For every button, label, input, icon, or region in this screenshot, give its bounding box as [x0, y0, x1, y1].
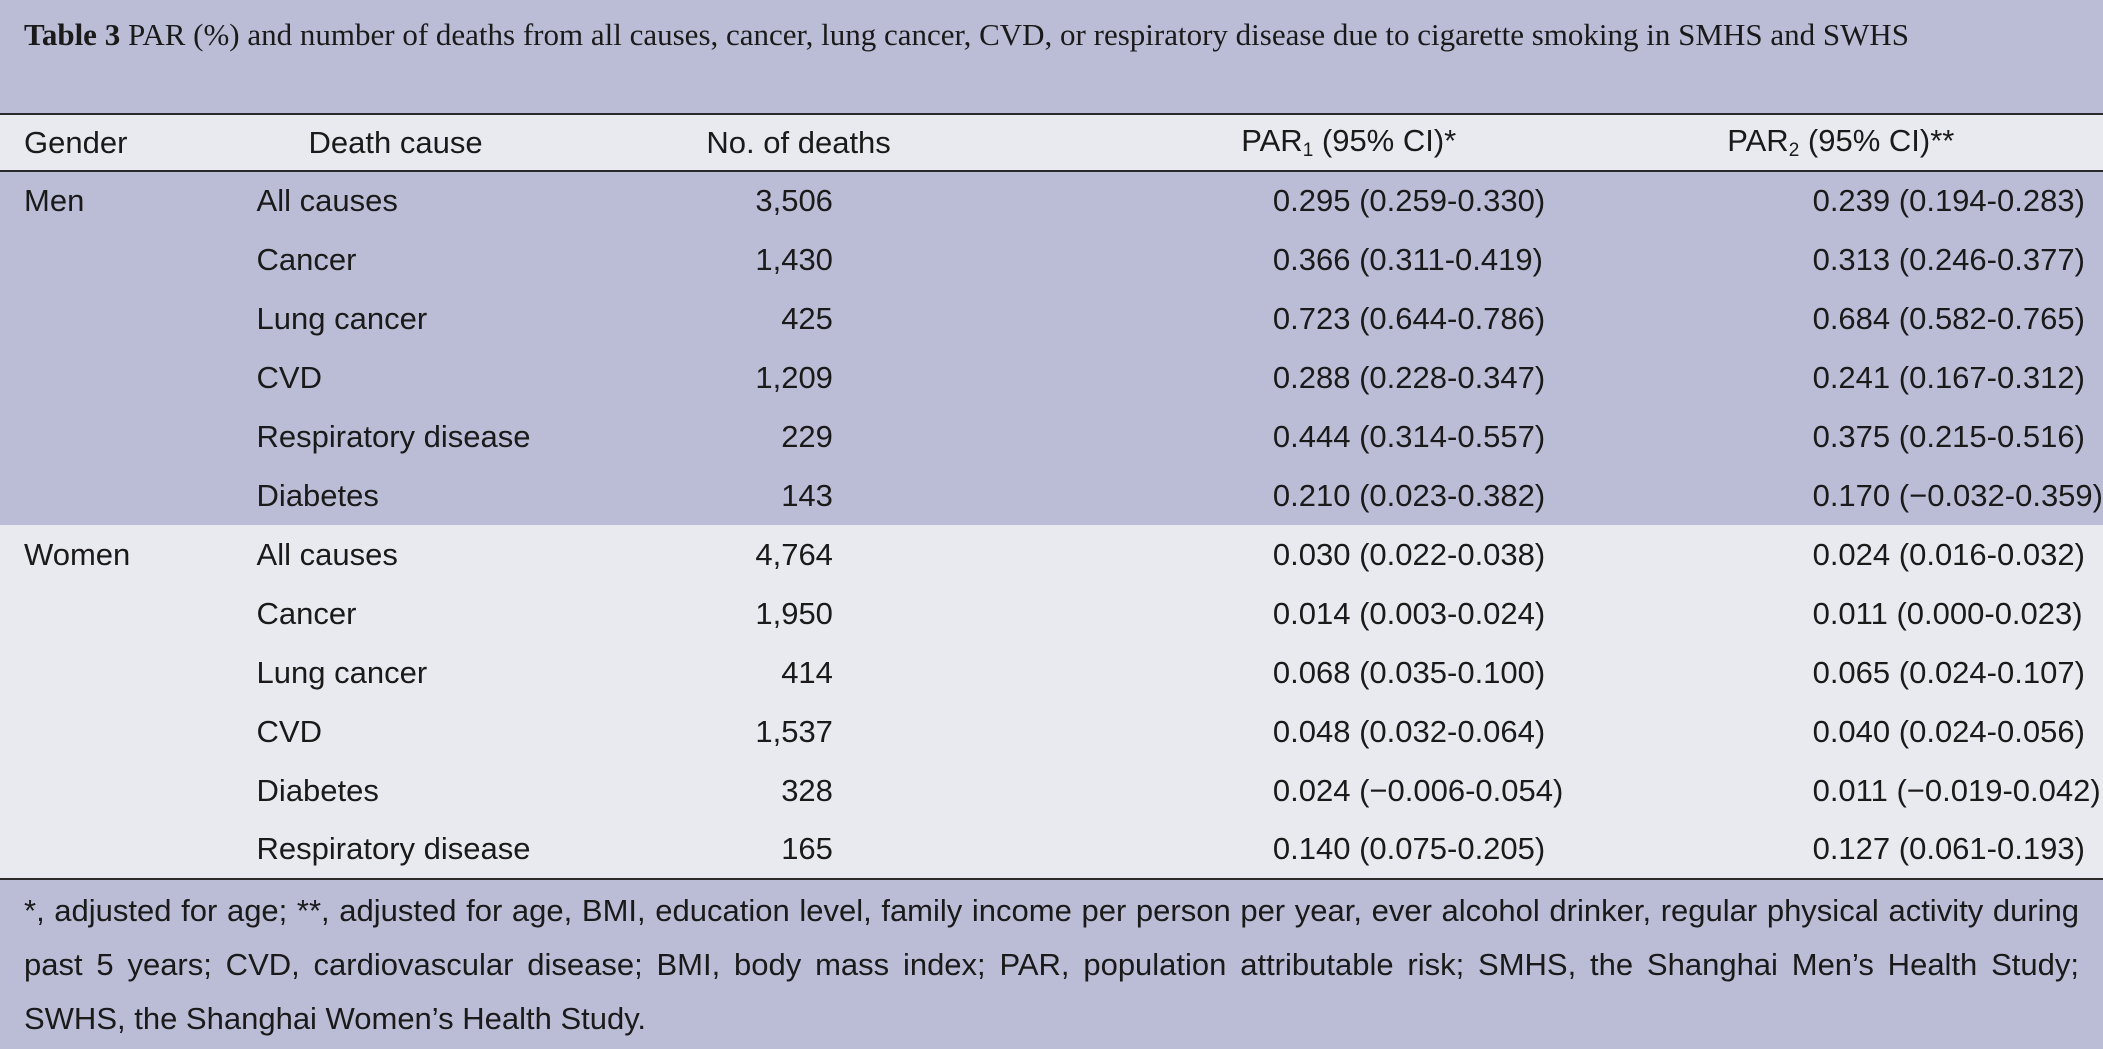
table-row: Lung cancer 425 0.723 (0.644-0.786) 0.684 (…	[0, 289, 2103, 348]
par2-subscript: 2	[1788, 140, 1800, 161]
header-par1: PAR1 (95% CI)*	[1019, 114, 1679, 171]
table-row: Lung cancer 414 0.068 (0.035-0.100) 0.065 (…	[0, 643, 2103, 702]
par1-subscript: 1	[1302, 140, 1314, 161]
par2-cell: 0.170 (−0.032-0.359)	[1812, 477, 2103, 513]
par2-ci-label: (95% CI)**	[1799, 123, 1955, 158]
par2-cell: 0.375 (0.215-0.516)	[1812, 418, 2085, 454]
par1-cell: 0.288 (0.228-0.347)	[1272, 359, 1546, 395]
par1-cell: 0.030 (0.022-0.038)	[1272, 536, 1546, 572]
death-cause-cell: Lung cancer	[256, 300, 428, 336]
gender-cell	[0, 643, 255, 702]
table-row: Cancer 1,950 0.014 (0.003-0.024) 0.011 (0.0…	[0, 584, 2103, 643]
par1-label: PAR	[1241, 123, 1303, 158]
death-cause-cell: Cancer	[256, 595, 357, 631]
table-row: Respiratory disease 165 0.140 (0.075-0.205…	[0, 820, 2103, 879]
deaths-cell: 1,537	[755, 713, 833, 749]
header-row: Gender Death cause No. of deaths PAR1 (9…	[0, 114, 2103, 171]
table-row: Women All causes 4,764 0.030 (0.022-0.038) 0…	[0, 525, 2103, 584]
par2-cell: 0.684 (0.582-0.765)	[1812, 300, 2085, 336]
table-label: Table 3	[24, 17, 121, 52]
table-footnote: *, adjusted for age; **, adjusted for ag…	[24, 893, 2079, 1036]
deaths-cell: 3,506	[755, 183, 833, 218]
gender-cell: Men	[24, 183, 85, 218]
deaths-cell: 1,209	[755, 359, 833, 395]
par1-cell: 0.366 (0.311-0.419)	[1272, 241, 1543, 277]
men-group: Men All causes 3,506 0.295 (0.259-0.330) 0.2…	[0, 171, 2103, 525]
gender-cell	[0, 407, 255, 466]
gender-cell	[0, 348, 255, 407]
gender-cell	[0, 761, 255, 820]
par2-cell: 0.127 (0.061-0.193)	[1812, 831, 2085, 866]
par1-cell: 0.014 (0.003-0.024)	[1272, 595, 1546, 631]
table-row: Men All causes 3,506 0.295 (0.259-0.330) 0.2…	[0, 171, 2103, 230]
gender-cell	[0, 289, 255, 348]
par1-cell: 0.723 (0.644-0.786)	[1272, 300, 1546, 336]
par1-cell: 0.140 (0.075-0.205)	[1272, 831, 1546, 866]
death-cause-cell: All causes	[256, 183, 398, 218]
par1-cell: 0.295 (0.259-0.330)	[1272, 183, 1546, 218]
gender-cell	[0, 702, 255, 761]
death-cause-cell: Diabetes	[256, 772, 379, 808]
par1-cell: 0.068 (0.035-0.100)	[1272, 654, 1546, 690]
table-row: Diabetes 328 0.024 (−0.006-0.054) 0.011 (−0…	[0, 761, 2103, 820]
par2-cell: 0.024 (0.016-0.032)	[1812, 536, 2085, 572]
gender-cell	[0, 584, 255, 643]
table-row: Cancer 1,430 0.366 (0.311-0.419) 0.313 (0.2…	[0, 230, 2103, 289]
deaths-cell: 165	[781, 831, 833, 866]
deaths-cell: 328	[781, 772, 833, 808]
table-row: CVD 1,537 0.048 (0.032-0.064) 0.040 (0.024-…	[0, 702, 2103, 761]
par2-cell: 0.011 (0.000-0.023)	[1812, 595, 2083, 631]
par1-cell: 0.210 (0.023-0.382)	[1272, 477, 1546, 513]
data-table: Gender Death cause No. of deaths PAR1 (9…	[0, 113, 2103, 880]
header-par2: PAR2 (95% CI)**	[1679, 114, 2103, 171]
death-cause-cell: CVD	[256, 713, 322, 749]
gender-cell	[0, 466, 255, 525]
deaths-cell: 425	[781, 300, 833, 336]
gender-cell	[0, 820, 255, 879]
deaths-cell: 414	[781, 654, 833, 690]
par1-cell: 0.048 (0.032-0.064)	[1272, 713, 1546, 749]
gender-cell: Women	[24, 536, 131, 572]
deaths-cell: 143	[781, 477, 833, 513]
deaths-cell: 4,764	[755, 536, 833, 572]
par2-cell: 0.239 (0.194-0.283)	[1812, 183, 2085, 218]
header-gender: Gender	[24, 124, 128, 160]
death-cause-cell: All causes	[256, 536, 398, 572]
death-cause-cell: Lung cancer	[256, 654, 428, 690]
deaths-cell: 1,950	[755, 595, 833, 631]
par2-cell: 0.040 (0.024-0.056)	[1812, 713, 2085, 749]
header-death-cause: Death cause	[308, 124, 483, 160]
par1-cell: 0.024 (−0.006-0.054)	[1272, 772, 1564, 808]
deaths-cell: 229	[781, 418, 833, 454]
par2-cell: 0.011 (−0.019-0.042)	[1812, 772, 2101, 808]
table-row: Respiratory disease 229 0.444 (0.314-0.557…	[0, 407, 2103, 466]
women-group: Women All causes 4,764 0.030 (0.022-0.038) 0…	[0, 525, 2103, 879]
death-cause-cell: Respiratory disease	[256, 418, 531, 454]
gender-cell	[0, 230, 255, 289]
par2-label: PAR	[1727, 123, 1789, 158]
death-cause-cell: Respiratory disease	[256, 831, 531, 866]
table-row: Diabetes 143 0.210 (0.023-0.382) 0.170 (−0.…	[0, 466, 2103, 525]
table-row: CVD 1,209 0.288 (0.228-0.347) 0.241 (0.167-…	[0, 348, 2103, 407]
death-cause-cell: Diabetes	[256, 477, 379, 513]
deaths-cell: 1,430	[755, 241, 833, 277]
par1-ci-label: (95% CI)*	[1313, 123, 1457, 158]
par2-cell: 0.241 (0.167-0.312)	[1812, 359, 2085, 395]
par2-cell: 0.065 (0.024-0.107)	[1812, 654, 2085, 690]
table-caption: Table 3 PAR (%) and number of deaths fro…	[24, 8, 2079, 61]
death-cause-cell: CVD	[256, 359, 322, 395]
table-title: PAR (%) and number of deaths from all ca…	[120, 17, 1909, 52]
death-cause-cell: Cancer	[256, 241, 357, 277]
par1-cell: 0.444 (0.314-0.557)	[1272, 418, 1546, 454]
header-number-of-deaths: No. of deaths	[706, 124, 891, 160]
par2-cell: 0.313 (0.246-0.377)	[1812, 241, 2085, 277]
